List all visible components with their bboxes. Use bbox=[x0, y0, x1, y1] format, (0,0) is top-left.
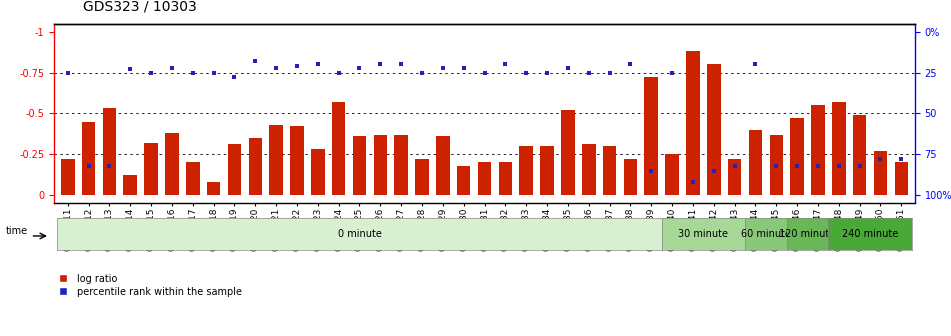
Bar bbox=[103, 109, 116, 195]
Bar bbox=[290, 126, 303, 195]
Bar bbox=[332, 102, 345, 195]
Bar bbox=[540, 146, 553, 195]
Text: 0 minute: 0 minute bbox=[338, 229, 381, 239]
Bar bbox=[811, 105, 825, 195]
Bar bbox=[832, 102, 845, 195]
Bar bbox=[853, 115, 866, 195]
Bar bbox=[603, 146, 616, 195]
Bar bbox=[165, 133, 179, 195]
Bar bbox=[353, 136, 366, 195]
Bar bbox=[895, 162, 908, 195]
Bar bbox=[645, 78, 658, 195]
Text: 240 minute: 240 minute bbox=[842, 229, 898, 239]
Bar bbox=[395, 135, 408, 195]
Bar bbox=[790, 118, 804, 195]
Bar bbox=[728, 159, 742, 195]
Text: 60 minute: 60 minute bbox=[741, 229, 791, 239]
Bar bbox=[519, 146, 533, 195]
Text: 30 minute: 30 minute bbox=[678, 229, 728, 239]
Bar bbox=[207, 182, 221, 195]
Bar bbox=[145, 143, 158, 195]
Bar bbox=[82, 122, 95, 195]
Bar bbox=[416, 159, 429, 195]
Bar bbox=[311, 150, 324, 195]
Bar bbox=[498, 162, 513, 195]
Text: 120 minute: 120 minute bbox=[780, 229, 836, 239]
Bar bbox=[186, 162, 200, 195]
Bar bbox=[582, 144, 595, 195]
Bar bbox=[248, 138, 262, 195]
Bar bbox=[707, 65, 721, 195]
Bar bbox=[561, 110, 574, 195]
Bar bbox=[769, 135, 783, 195]
Bar bbox=[227, 144, 242, 195]
Bar bbox=[124, 175, 137, 195]
Bar bbox=[456, 166, 471, 195]
Bar bbox=[269, 125, 282, 195]
Bar bbox=[374, 135, 387, 195]
Text: GDS323 / 10303: GDS323 / 10303 bbox=[83, 0, 197, 13]
Bar bbox=[748, 130, 762, 195]
Bar bbox=[624, 159, 637, 195]
Bar bbox=[666, 154, 679, 195]
Bar bbox=[687, 51, 700, 195]
Text: time: time bbox=[7, 226, 29, 236]
Bar bbox=[874, 151, 887, 195]
Bar bbox=[477, 162, 492, 195]
Bar bbox=[61, 159, 74, 195]
Bar bbox=[437, 136, 450, 195]
Legend: log ratio, percentile rank within the sample: log ratio, percentile rank within the sa… bbox=[57, 274, 242, 297]
